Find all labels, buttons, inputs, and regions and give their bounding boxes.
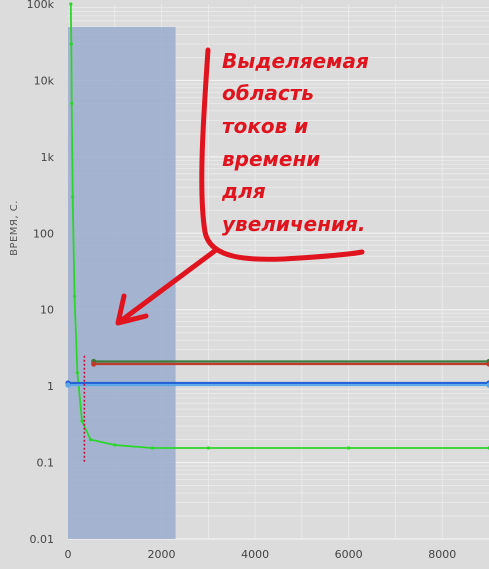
y-tick-label: 100 [33, 227, 54, 240]
series-point [206, 446, 210, 450]
series-point [65, 382, 71, 388]
x-tick-label: 4000 [241, 548, 269, 561]
x-tick-label: 0 [65, 548, 72, 561]
y-tick-label: 0.01 [30, 533, 55, 546]
y-axis-label: ВРЕМЯ, С. [9, 200, 20, 256]
annotation-line-1: Выделяемая [222, 49, 369, 73]
series-point [150, 446, 154, 450]
annotation-line-3: токов и [222, 114, 308, 138]
series-point [88, 437, 93, 442]
annotation-arrowhead-icon [115, 293, 149, 326]
x-tick-label: 2000 [148, 548, 176, 561]
series-point [75, 371, 79, 375]
annotation-line-5: для [221, 179, 266, 203]
series-point [113, 443, 117, 447]
selection-area[interactable] [68, 27, 176, 539]
series-point [80, 419, 84, 423]
y-tick-label: 10 [40, 304, 54, 317]
series-point [71, 195, 75, 199]
x-tick-label: 6000 [335, 548, 363, 561]
y-tick-label: 100k [27, 0, 55, 11]
y-tick-label: 1k [41, 151, 55, 164]
series-point [72, 294, 77, 298]
annotation-line-4: времени [222, 147, 320, 171]
series-point [486, 361, 489, 367]
series-point [91, 361, 97, 367]
x-axis-ticks: 0 2000 4000 6000 8000 [65, 548, 457, 561]
annotation: Выделяемая область токов и времени для у… [115, 47, 369, 326]
selection-rect[interactable] [68, 27, 176, 539]
annotation-stroke [199, 47, 365, 262]
annotation-line-6: увеличения. [222, 212, 366, 236]
x-tick-label: 8000 [428, 548, 456, 561]
y-tick-label: 10k [34, 74, 55, 87]
y-tick-label: 1 [47, 380, 54, 393]
series-point [69, 42, 73, 46]
series-point [347, 446, 351, 450]
annotation-line-2: область [222, 81, 314, 105]
y-axis-ticks: 0.01 0.1 1 10 100 1k 10k 100k [27, 0, 55, 546]
series-point [70, 101, 74, 106]
series-point [486, 382, 489, 388]
y-tick-label: 0.1 [37, 457, 55, 470]
series-layer [65, 2, 489, 463]
series-point [69, 2, 73, 6]
annotation-arrow-icon [119, 247, 219, 323]
